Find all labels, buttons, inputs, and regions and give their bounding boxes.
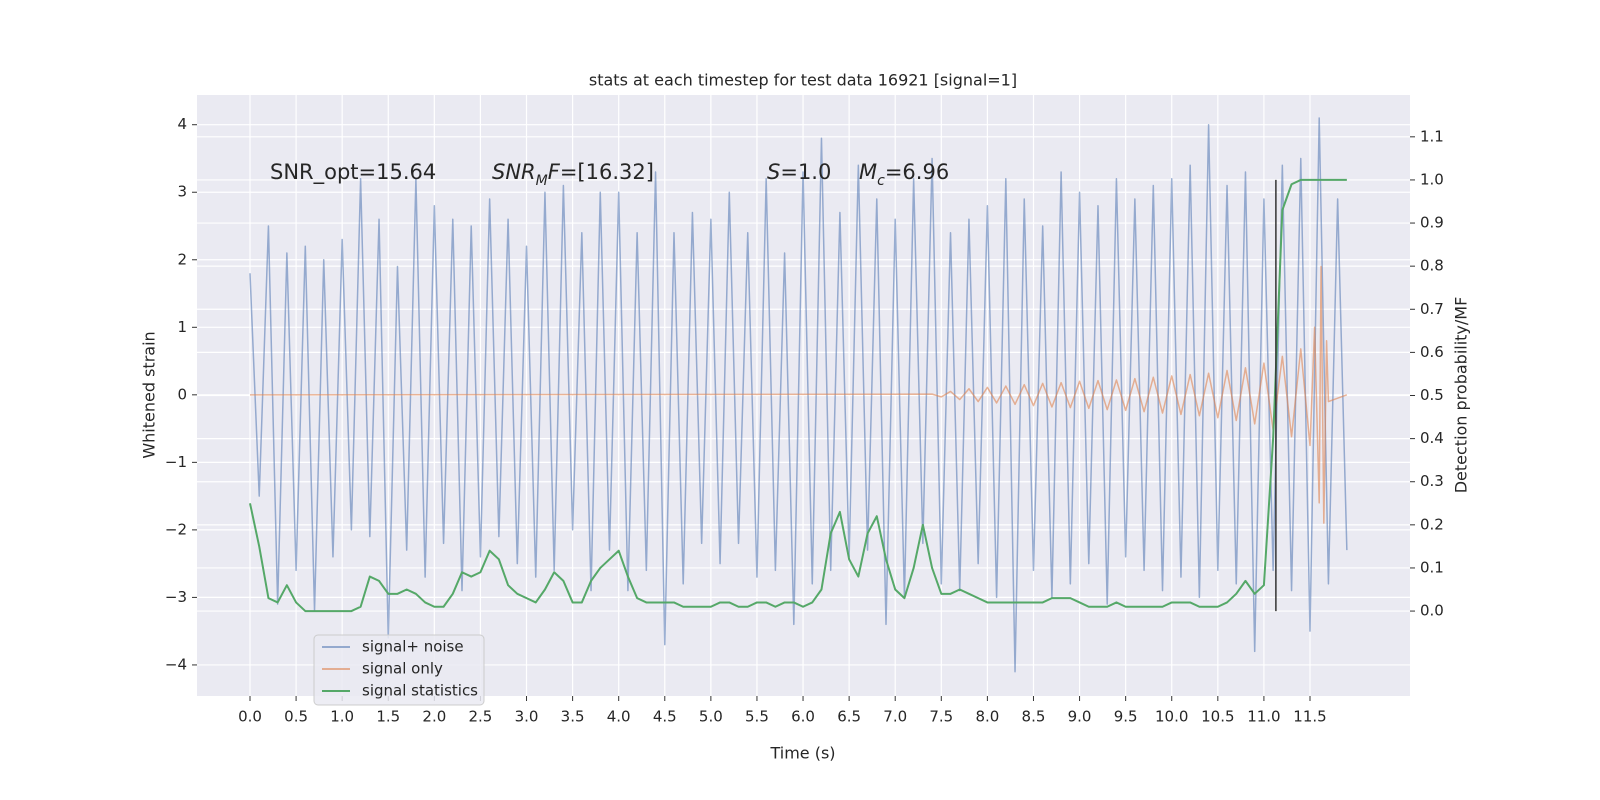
x-tick-label: 2.5: [469, 708, 493, 726]
annotation-part: =6.96: [885, 160, 949, 184]
y2-tick-label: 0.9: [1420, 214, 1444, 232]
annotation-part: M: [859, 160, 877, 184]
y2-tick-label: 0.6: [1420, 343, 1444, 361]
y-axis-label: Whitened strain: [140, 331, 159, 458]
y-tick-label: −1: [165, 453, 187, 471]
y-tick-label: −3: [165, 588, 187, 606]
x-tick-label: 1.0: [330, 708, 354, 726]
y2-tick-label: 0.0: [1420, 602, 1444, 620]
y2-tick-label: 0.2: [1420, 515, 1444, 533]
y-tick-label: 1: [177, 318, 187, 336]
annotation: SNRMF=[16.32]: [492, 160, 654, 189]
x-tick-label: 11.0: [1247, 708, 1280, 726]
y-tick-label: 2: [177, 250, 187, 268]
chart-title: stats at each timestep for test data 169…: [589, 71, 1017, 90]
legend-label: signal+ noise: [362, 638, 464, 656]
y2-tick-label: 0.8: [1420, 257, 1444, 275]
x-tick-label: 1.5: [376, 708, 400, 726]
annotation-part: =1.0: [780, 160, 831, 184]
annotation-part: c: [877, 173, 885, 189]
annotation: SNR_opt=15.64: [270, 160, 436, 185]
legend-label: signal only: [362, 660, 443, 678]
x-tick-label: 11.5: [1293, 708, 1326, 726]
x-tick-label: 3.0: [515, 708, 539, 726]
y2-tick-label: 1.1: [1420, 127, 1444, 145]
y-tick-label: −2: [165, 520, 187, 538]
x-axis-label: Time (s): [769, 744, 835, 763]
x-tick-label: 10.0: [1155, 708, 1188, 726]
series-line: [249, 117, 1348, 673]
labels: 0.0 0.5 1.0 1.5 2.0 2.5 3.0 3.5 4.0 4.5 5.0 5.5 6.0 6…: [165, 115, 1444, 725]
x-tick-label: 7.0: [883, 708, 907, 726]
y2-axis-label: Detection probability/MF: [1452, 297, 1471, 494]
x-tick-label: 9.5: [1114, 708, 1138, 726]
x-tick-label: 10.5: [1201, 708, 1234, 726]
x-tick-label: 7.5: [929, 708, 953, 726]
annotation-part: SNR: [492, 160, 536, 184]
x-tick-label: 0.0: [238, 708, 262, 726]
y2-tick-label: 0.1: [1420, 558, 1444, 576]
y-tick-label: 3: [177, 183, 187, 201]
series-line: [249, 178, 1347, 613]
annotation-part: M: [536, 173, 548, 189]
y-tick-label: 0: [177, 385, 187, 403]
annotation: Mc=6.96: [859, 160, 949, 189]
x-tick-label: 8.5: [1022, 708, 1046, 726]
annotation-part: =[16.32]: [560, 160, 654, 184]
x-tick-label: 5.0: [699, 708, 723, 726]
series-line: [249, 265, 1348, 524]
legend-box: [313, 634, 485, 706]
x-tick-label: 4.0: [607, 708, 631, 726]
y-tick-label: 4: [177, 115, 187, 133]
x-tick-label: 9.0: [1068, 708, 1092, 726]
y-tick-label: −4: [165, 655, 187, 673]
x-tick-label: 6.5: [837, 708, 861, 726]
x-tick-label: 8.0: [975, 708, 999, 726]
y2-tick-label: 0.4: [1420, 429, 1444, 447]
y2-tick-label: 0.3: [1420, 472, 1444, 490]
annotation-part: S: [767, 160, 780, 184]
x-tick-label: 2.0: [422, 708, 446, 726]
marks: [249, 117, 1348, 673]
y2-tick-label: 0.7: [1420, 300, 1444, 318]
legend-label: signal statistics: [362, 682, 478, 700]
x-tick-label: 4.5: [653, 708, 677, 726]
y2-tick-label: 1.0: [1420, 170, 1444, 188]
x-tick-label: 0.5: [284, 708, 308, 726]
annotation-part: SNR_opt=15.64: [270, 160, 436, 185]
x-tick-label: 5.5: [745, 708, 769, 726]
annotation: S=1.0: [767, 160, 831, 184]
y2-tick-label: 0.5: [1420, 386, 1444, 404]
x-tick-label: 3.5: [561, 708, 585, 726]
x-tick-label: 6.0: [791, 708, 815, 726]
annotation-part: F: [548, 160, 561, 184]
